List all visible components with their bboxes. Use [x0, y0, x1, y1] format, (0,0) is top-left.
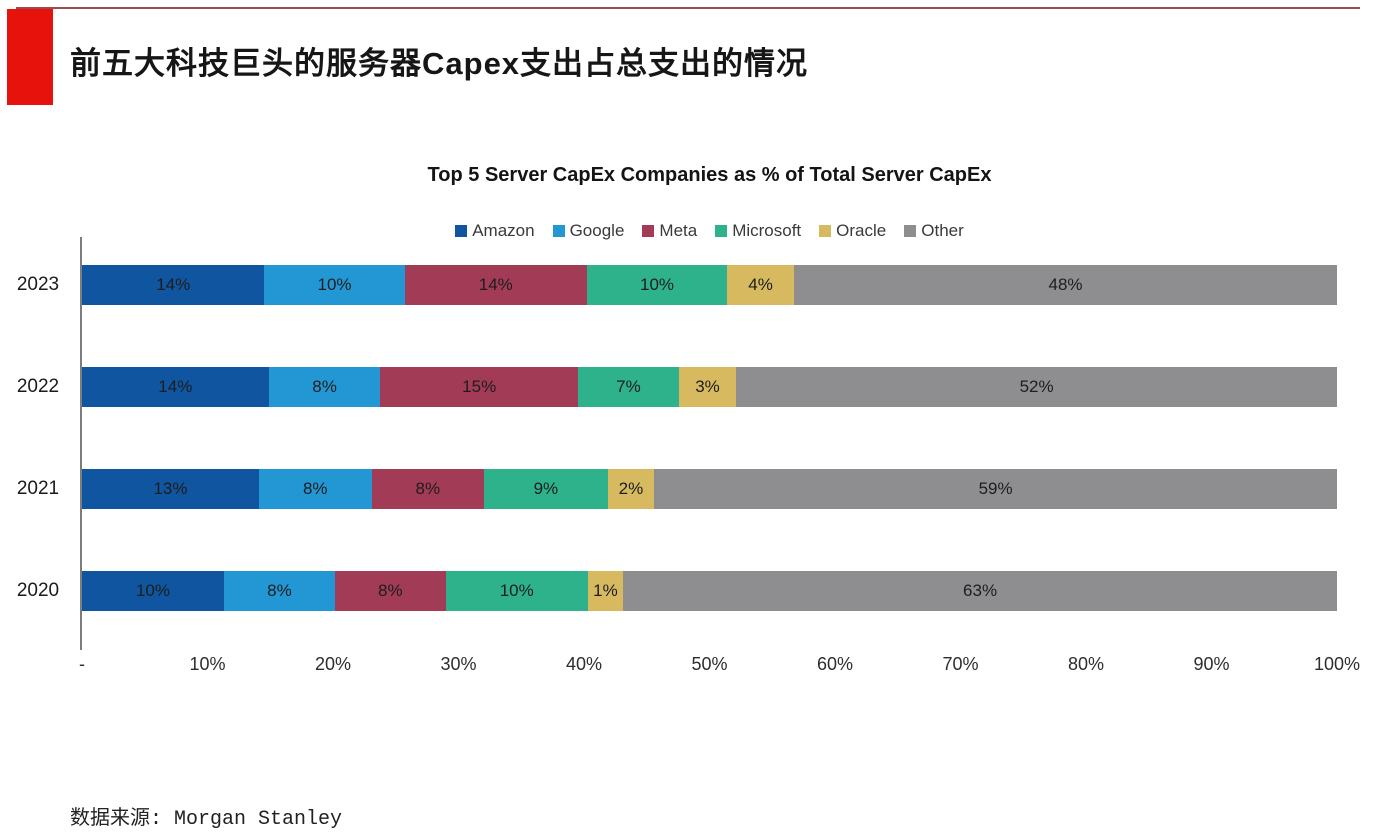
legend-swatch-icon: [904, 225, 917, 237]
bar-segment-value: 10%: [135, 581, 170, 600]
legend-label: Google: [569, 221, 625, 240]
stacked-bar-2020: 10% 8% 8% 10% 1% 63%: [82, 571, 1337, 611]
bar-segment-oracle: 3%: [678, 367, 737, 407]
bar-segment-amazon: 13%: [82, 469, 259, 509]
x-tick-label: 90%: [1193, 654, 1230, 674]
bar-segment-value: 7%: [616, 377, 641, 396]
stacked-bar-2022: 14% 8% 15% 7% 3% 52%: [82, 367, 1338, 407]
x-tick-label: 40%: [565, 654, 603, 674]
bar-segment-microsoft: 7%: [577, 367, 679, 407]
legend-label: Other: [921, 221, 964, 240]
bar-segment-google: 8%: [268, 367, 381, 407]
chart-title: Top 5 Server CapEx Companies as % of Tot…: [427, 164, 992, 186]
legend-swatch-icon: [455, 225, 468, 237]
legend-item-oracle: Oracle: [819, 221, 886, 241]
plot-area: 2023 14% 10% 14% 10% 4% 48% 2022 14% 8% 15% 7% 3% 52%…: [17, 237, 1338, 650]
bar-segment-microsoft: 10%: [445, 571, 588, 611]
bar-segment-microsoft: 9%: [484, 469, 608, 509]
bar-row-2023: 2023 14% 10% 14% 10% 4% 48%: [17, 265, 1337, 305]
bar-segment-google: 10%: [264, 265, 405, 305]
legend-label: Microsoft: [732, 221, 802, 240]
source-note: 数据来源: Morgan Stanley: [70, 808, 343, 831]
bar-segment-value: 13%: [153, 479, 188, 498]
category-label: 2023: [16, 274, 60, 295]
bar-segment-value: 8%: [378, 581, 403, 600]
bar-segment-value: 14%: [156, 275, 191, 294]
bar-segment-value: 10%: [499, 581, 534, 600]
x-tick-label: 60%: [816, 654, 854, 674]
bar-segment-value: 8%: [302, 479, 328, 498]
legend-label: Oracle: [836, 221, 887, 240]
stacked-bar-2023: 14% 10% 14% 10% 4% 48%: [82, 265, 1337, 305]
category-label: 2020: [16, 580, 60, 601]
bar-segment-value: 2%: [618, 479, 644, 498]
bar-segment-amazon: 10%: [82, 571, 224, 611]
bar-segment-value: 4%: [748, 275, 773, 294]
bar-segment-other: 59%: [654, 469, 1338, 509]
stacked-bar-2021: 13% 8% 8% 9% 2% 59%: [82, 469, 1338, 509]
x-tick-label: 10%: [189, 654, 226, 674]
bar-segment-other: 52%: [736, 367, 1338, 407]
x-tick-label: 100%: [1313, 654, 1361, 674]
bar-segment-other: 63%: [623, 571, 1337, 611]
bar-segment-value: 8%: [267, 581, 292, 600]
legend-label: Amazon: [472, 221, 535, 240]
chart-legend: Amazon Google Meta Microsoft Oracle Other: [82, 221, 1337, 241]
bar-segment-value: 9%: [533, 479, 559, 498]
bar-row-2022: 2022 14% 8% 15% 7% 3% 52%: [17, 367, 1338, 407]
bar-segment-other: 48%: [794, 265, 1337, 305]
bar-segment-value: 63%: [963, 581, 998, 600]
bar-segment-amazon: 14%: [82, 367, 269, 407]
bar-segment-value: 8%: [312, 377, 337, 396]
bar-segment-google: 8%: [258, 469, 372, 509]
bar-segment-value: 1%: [593, 581, 618, 600]
bar-segment-value: 15%: [462, 377, 497, 396]
header-rule: [16, 7, 1360, 9]
bar-segment-oracle: 1%: [587, 571, 624, 611]
legend-swatch-icon: [715, 225, 728, 237]
bar-segment-value: 14%: [478, 275, 513, 294]
header-red-block-icon: [7, 9, 53, 105]
bar-segment-oracle: 4%: [727, 265, 795, 305]
page-title: 前五大科技巨头的服务器Capex支出占总支出的情况: [70, 46, 809, 81]
x-tick-label: 20%: [314, 654, 352, 674]
legend-item-microsoft: Microsoft: [715, 221, 801, 241]
bar-row-2021: 2021 13% 8% 8% 9% 2% 59%: [17, 469, 1338, 509]
category-label: 2022: [16, 376, 60, 397]
bar-segment-value: 8%: [415, 479, 441, 498]
bar-segment-value: 14%: [158, 377, 193, 396]
legend-item-meta: Meta: [642, 221, 697, 241]
x-axis: - 10% 20% 30% 40% 50% 60% 70% 80% 90% 100%: [79, 654, 1360, 678]
bar-segment-meta: 15%: [380, 367, 578, 407]
legend-swatch-icon: [552, 225, 565, 237]
legend-item-other: Other: [904, 221, 964, 241]
legend-label: Meta: [659, 221, 698, 240]
bar-segment-value: 10%: [640, 275, 675, 294]
bar-segment-value: 52%: [1019, 377, 1054, 396]
x-tick-label: 50%: [691, 654, 728, 674]
bar-segment-google: 8%: [223, 571, 335, 611]
x-tick-label: -: [79, 654, 85, 674]
bar-segment-value: 3%: [695, 377, 720, 396]
bar-segment-meta: 14%: [404, 265, 587, 305]
bar-row-2020: 2020 10% 8% 8% 10% 1% 63%: [17, 571, 1337, 611]
category-label: 2021: [16, 478, 60, 499]
x-tick-label: 70%: [942, 654, 979, 674]
legend-item-amazon: Amazon: [455, 221, 535, 241]
bar-segment-value: 59%: [978, 479, 1013, 498]
legend-swatch-icon: [819, 225, 832, 237]
bar-segment-amazon: 14%: [82, 265, 265, 305]
x-tick-label: 30%: [440, 654, 477, 674]
legend-item-google: Google: [552, 221, 625, 241]
bar-segment-value: 48%: [1048, 275, 1083, 294]
bar-segment-meta: 8%: [334, 571, 446, 611]
bar-segment-microsoft: 10%: [587, 265, 728, 305]
bar-segment-value: 10%: [317, 275, 352, 294]
x-tick-label: 80%: [1067, 654, 1105, 674]
legend-swatch-icon: [642, 225, 655, 237]
bar-segment-meta: 8%: [371, 469, 485, 509]
bar-segment-oracle: 2%: [607, 469, 655, 509]
